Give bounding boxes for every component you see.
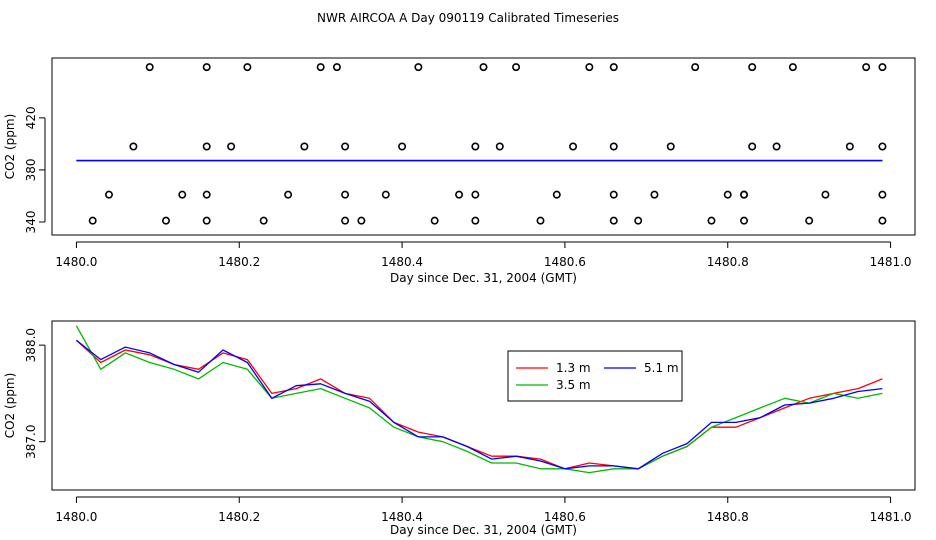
legend-label-51m: 5.1 m — [644, 361, 679, 375]
x-tick-label: 1480.4 — [381, 255, 423, 269]
figure-title: NWR AIRCOA A Day 090119 Calibrated Times… — [317, 11, 619, 25]
y-tick-label: 340 — [24, 211, 38, 234]
reference-point — [104, 190, 113, 199]
x-tick-label: 1480.8 — [707, 510, 749, 524]
x-tick-label: 1480.0 — [55, 255, 97, 269]
reference-point — [609, 216, 618, 225]
reference-point — [805, 216, 814, 225]
reference-point — [666, 142, 675, 151]
reference-point — [202, 142, 211, 151]
reference-point — [316, 63, 325, 72]
reference-point — [748, 142, 757, 151]
reference-point — [512, 63, 521, 72]
series-line-35m — [75, 325, 883, 474]
reference-point — [202, 216, 211, 225]
x-tick-label: 1480.2 — [218, 510, 260, 524]
x-axis-label: Day since Dec. 31, 2004 (GMT) — [390, 271, 577, 285]
reference-point — [845, 142, 854, 151]
reference-point — [202, 190, 211, 199]
series-line-51m — [75, 339, 883, 470]
reference-point — [878, 190, 887, 199]
reference-point — [414, 63, 423, 72]
plot-frame — [51, 320, 916, 491]
x-tick-label: 1480.4 — [381, 510, 423, 524]
reference-point — [609, 142, 618, 151]
reference-point — [129, 142, 138, 151]
y-axis-label: CO2 (ppm) — [3, 373, 17, 439]
series-line-13m — [75, 339, 883, 470]
reference-point — [723, 190, 732, 199]
reference-point — [471, 190, 480, 199]
reference-point — [878, 216, 887, 225]
legend-label-13m: 1.3 m — [556, 361, 591, 375]
reference-point — [300, 142, 309, 151]
reference-point — [862, 63, 871, 72]
top-panel-scatter: 1480.0 1480.2 1480.4 1480.6 1480.8 1481.0 Day … — [3, 57, 916, 285]
reference-point — [88, 216, 97, 225]
reference-point — [821, 190, 830, 199]
y-axis-label: CO2 (ppm) — [3, 114, 17, 180]
x-tick-label: 1480.6 — [544, 255, 586, 269]
y-tick-label: 380 — [24, 158, 38, 181]
legend: 1.3 m 5.1 m 3.5 m — [507, 350, 683, 402]
reference-point — [243, 63, 252, 72]
reference-point — [341, 142, 350, 151]
x-tick-label: 1480.6 — [544, 510, 586, 524]
x-tick-label: 1480.2 — [218, 255, 260, 269]
reference-point — [332, 63, 341, 72]
reference-point — [585, 63, 594, 72]
reference-point — [227, 142, 236, 151]
reference-point — [634, 216, 643, 225]
reference-point — [341, 216, 350, 225]
reference-point — [341, 190, 350, 199]
reference-point — [650, 190, 659, 199]
legend-box — [507, 350, 683, 402]
reference-point — [455, 190, 464, 199]
reference-point — [161, 216, 170, 225]
reference-point — [479, 63, 488, 72]
reference-point — [398, 142, 407, 151]
reference-point — [569, 142, 578, 151]
x-tick-label: 1480.0 — [55, 510, 97, 524]
plot-frame — [51, 57, 916, 236]
reference-point — [878, 63, 887, 72]
reference-point — [284, 190, 293, 199]
reference-point — [691, 63, 700, 72]
reference-point — [609, 190, 618, 199]
reference-point — [788, 63, 797, 72]
y-tick-label: 420 — [24, 106, 38, 129]
reference-point — [748, 63, 757, 72]
reference-point — [772, 142, 781, 151]
bottom-panel-lines: 1480.0 1480.2 1480.4 1480.6 1480.8 1481.0 Day … — [3, 320, 916, 537]
reference-point — [552, 190, 561, 199]
x-tick-label: 1480.8 — [707, 255, 749, 269]
reference-point — [740, 216, 749, 225]
x-tick-label: 1481.0 — [870, 510, 912, 524]
reference-point — [878, 142, 887, 151]
reference-point — [145, 63, 154, 72]
reference-point — [381, 190, 390, 199]
reference-point — [178, 190, 187, 199]
reference-point — [536, 216, 545, 225]
reference-point — [471, 142, 480, 151]
y-tick-label: 387.0 — [24, 425, 38, 459]
reference-point — [357, 216, 366, 225]
y-tick-label: 388.0 — [24, 328, 38, 362]
reference-point — [707, 216, 716, 225]
reference-point — [471, 216, 480, 225]
reference-point — [609, 63, 618, 72]
reference-point — [259, 216, 268, 225]
reference-point — [740, 190, 749, 199]
legend-label-35m: 3.5 m — [556, 378, 591, 392]
x-axis-label: Day since Dec. 31, 2004 (GMT) — [390, 523, 577, 537]
reference-point — [202, 63, 211, 72]
reference-point — [430, 216, 439, 225]
reference-point — [495, 142, 504, 151]
x-tick-label: 1481.0 — [870, 255, 912, 269]
